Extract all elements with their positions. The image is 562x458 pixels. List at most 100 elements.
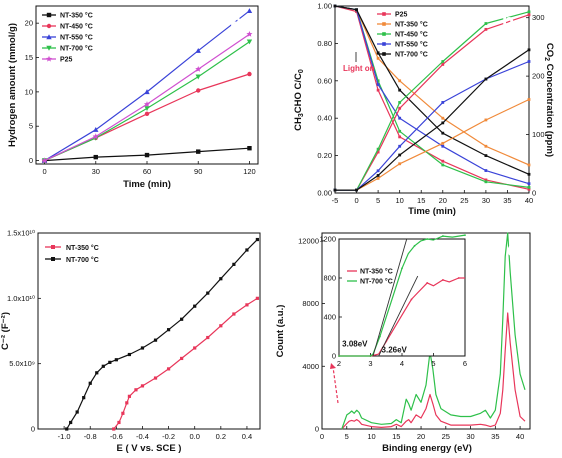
panel-b-point bbox=[376, 174, 380, 177]
panel-a-point bbox=[144, 111, 150, 117]
panel-c-point bbox=[134, 388, 138, 392]
panel-b-point bbox=[398, 79, 402, 83]
panel-a-legend-marker bbox=[46, 55, 52, 62]
panel-d-y-tick-label: 4000 bbox=[302, 362, 319, 371]
panel-c-point bbox=[245, 303, 249, 307]
panel-b-point bbox=[441, 101, 445, 104]
panel-b-legend-marker bbox=[382, 52, 386, 56]
panel-c: -1.0 -0.8 -0.6 -0.4 -0.2 0.0 0.2 0.4 0 5.0x10⁹ 1.0… bbox=[0, 229, 261, 454]
panel-c-plot-frame bbox=[37, 232, 261, 430]
panel-c-x-axis-label: E ( V vs. SCE ) bbox=[117, 443, 182, 454]
panel-b-point bbox=[398, 101, 402, 104]
panel-a-y-tick-label: 5 bbox=[29, 122, 33, 131]
panel-d-inset-point bbox=[401, 267, 403, 270]
panel-d-y-tick-label: 8000 bbox=[302, 299, 319, 308]
panel-b-point bbox=[527, 163, 531, 167]
panel-c-point bbox=[125, 401, 129, 405]
panel-a-y-axis-label: Hydrogen amount (mmol/g) bbox=[7, 23, 18, 147]
panel-c-x-tick-label: -0.2 bbox=[162, 432, 175, 441]
panel-a-point bbox=[196, 149, 201, 154]
panel-c-point bbox=[232, 262, 236, 266]
panel-d-inset-annotation: 3.08eV bbox=[342, 340, 368, 349]
panel-c-x-tick-label: -0.4 bbox=[136, 432, 149, 441]
panel-b-legend-marker bbox=[382, 42, 386, 46]
panel-b-point bbox=[376, 147, 380, 151]
panel-a-x-tick-label: 60 bbox=[143, 167, 151, 176]
panel-b-point bbox=[441, 121, 445, 125]
panel-d-inset-point bbox=[338, 355, 340, 357]
panel-d-inset-point bbox=[426, 238, 429, 240]
panel-a: 0 30 60 90 120 0 5 10 15 20 NT-350 °C NT-450 °C NT-… bbox=[7, 5, 259, 190]
panel-d-y-axis-label: Count (a.u.) bbox=[275, 305, 286, 358]
panel-d-inset-point bbox=[379, 335, 381, 338]
panel-a-point bbox=[144, 101, 150, 107]
panel-c-point bbox=[180, 356, 184, 361]
panel-c-point bbox=[153, 338, 158, 342]
panel-c-legend-marker bbox=[51, 245, 55, 249]
panel-b-point bbox=[333, 4, 337, 8]
panel-c-point bbox=[117, 420, 121, 425]
panel-b-x-tick-label: 10 bbox=[395, 196, 403, 205]
panel-b-point bbox=[527, 13, 531, 17]
panel-d-inset-series-line bbox=[339, 234, 466, 357]
panel-b-point bbox=[484, 144, 488, 148]
panel-b-point bbox=[484, 27, 488, 31]
panel-b-left-y-tick-label: 0.80 bbox=[317, 39, 332, 48]
panel-a-point bbox=[195, 47, 201, 53]
panel-d-inset-tangent-line bbox=[372, 238, 408, 357]
panel-b-light-on-annotation: Light on bbox=[343, 64, 375, 73]
panel-b-x-tick-label: 20 bbox=[439, 196, 447, 205]
panel-b-point bbox=[484, 178, 488, 182]
panel-c-point bbox=[127, 352, 132, 357]
panel-a-legend-marker bbox=[46, 45, 52, 51]
panel-b-point bbox=[398, 153, 402, 157]
panel-c-series-line bbox=[66, 239, 258, 430]
panel-b-legend-label: NT-450 °C bbox=[395, 31, 428, 39]
panel-b-letter: b bbox=[502, 11, 514, 33]
panel-b-point bbox=[441, 159, 445, 163]
panel-d-inset-x-tick-label: 5 bbox=[431, 359, 435, 368]
panel-a-point bbox=[144, 152, 150, 158]
panel-d-x-tick-label: 35 bbox=[491, 432, 499, 441]
panel-d-inset-point bbox=[442, 235, 444, 237]
panel-a-legend-marker bbox=[46, 34, 52, 40]
panel-d-x-tick-label: 30 bbox=[466, 432, 474, 441]
panel-d-inset-point bbox=[369, 355, 372, 357]
panel-d-x-tick-label: 20 bbox=[417, 432, 425, 441]
panel-c-point bbox=[153, 376, 158, 380]
panel-c-x-tick-label: -1.0 bbox=[58, 432, 71, 441]
panel-a-legend-marker bbox=[46, 23, 52, 29]
panel-b-x-tick-label: -5 bbox=[332, 196, 339, 205]
panel-b-point bbox=[441, 141, 445, 145]
panel-b-x-tick-label: 35 bbox=[503, 196, 511, 205]
panel-b-point bbox=[484, 22, 488, 25]
panel-d-letter: d bbox=[507, 239, 519, 261]
panel-b-right-y-tick-label: 200 bbox=[532, 72, 545, 81]
panel-d-inset-annotation: 3.26eV bbox=[382, 346, 408, 355]
panel-b-point bbox=[398, 162, 402, 166]
panel-a-point bbox=[196, 88, 201, 93]
panel-a-point bbox=[247, 146, 252, 151]
panel-b-right-y-tick-label: 300 bbox=[532, 13, 545, 22]
panel-d-inset-point bbox=[442, 279, 444, 281]
panel-c-point bbox=[69, 420, 73, 425]
panel-c-x-tick-label: -0.6 bbox=[110, 432, 123, 441]
panel-b-legend-marker bbox=[382, 12, 386, 16]
panel-b-left-y-tick-label: 1.00 bbox=[317, 2, 332, 11]
panel-b-point bbox=[441, 163, 445, 167]
panel-c-x-tick-label: 0.0 bbox=[189, 432, 199, 441]
panel-b-point bbox=[441, 131, 445, 135]
panel-c-point bbox=[112, 427, 116, 431]
panel-a-x-tick-label: 0 bbox=[42, 167, 46, 176]
panel-b-point bbox=[527, 60, 531, 63]
panel-c-series-line bbox=[113, 297, 258, 430]
panel-d-inset-point bbox=[410, 298, 413, 301]
panel-a-legend-label: P25 bbox=[60, 57, 73, 64]
panel-b-point bbox=[484, 118, 488, 122]
panel-b-x-axis-label: Time (min) bbox=[408, 206, 456, 217]
panel-c-y-axis-label: C⁻² (F⁻²) bbox=[0, 312, 11, 350]
panel-c-x-tick-label: 0.2 bbox=[216, 432, 226, 441]
panel-b-left-y-tick-label: 0.40 bbox=[317, 114, 332, 123]
panel-a-y-tick-label: 20 bbox=[25, 19, 33, 28]
panel-d-y-tick-label: 12000 bbox=[298, 236, 319, 245]
